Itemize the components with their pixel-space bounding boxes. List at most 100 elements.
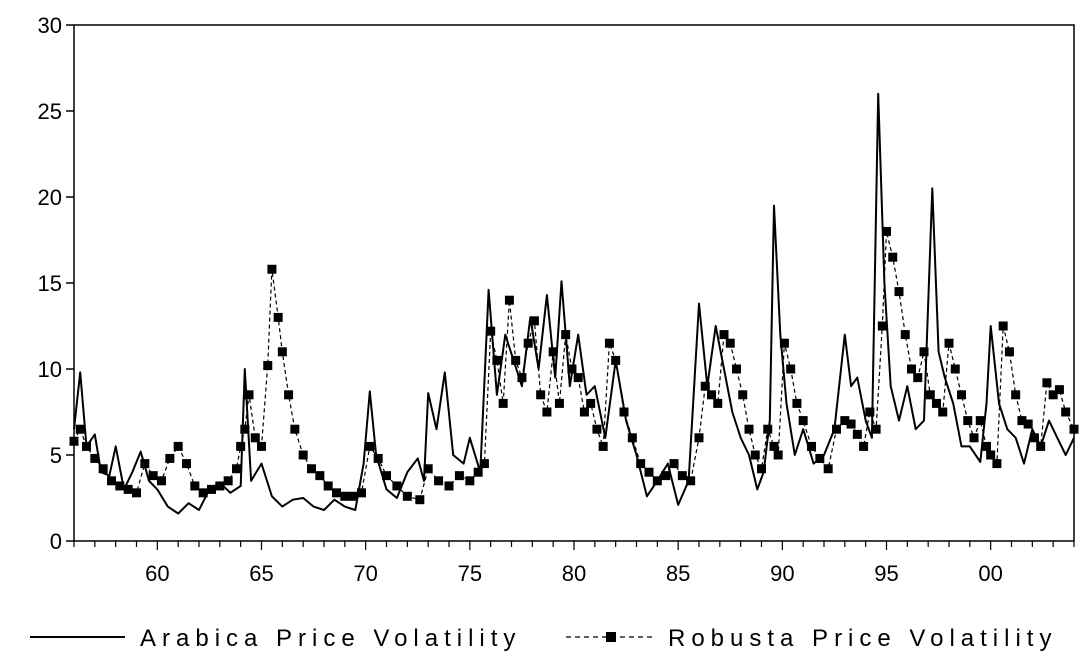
robusta-data-point — [611, 355, 621, 365]
robusta-data-point — [165, 453, 175, 463]
robusta-data-point — [382, 471, 391, 481]
robusta-data-point — [434, 476, 444, 486]
robusta-data-point — [554, 398, 564, 408]
robusta-data-point — [757, 464, 766, 474]
x-axis: 60 65 70 75 80 85 90 95 00 — [73, 541, 1075, 586]
robusta-data-point — [548, 347, 558, 357]
robusta-data-point — [744, 424, 754, 434]
robusta-data-point — [98, 464, 108, 474]
robusta-data-point — [340, 491, 350, 501]
robusta-data-point — [473, 467, 483, 477]
robusta-data-point — [846, 419, 856, 429]
robusta-data-point — [1017, 416, 1027, 426]
robusta-data-point — [267, 264, 277, 274]
robusta-data-point — [69, 436, 79, 446]
robusta-data-point — [877, 321, 887, 331]
robusta-data-point — [604, 338, 614, 348]
robusta-data-point — [284, 390, 294, 400]
robusta-data-point — [586, 398, 596, 408]
y-tick-label: 20 — [38, 185, 62, 210]
robusta-data-point — [244, 390, 254, 400]
robusta-data-point — [807, 441, 816, 451]
robusta-data-point — [815, 453, 825, 463]
robusta-data-point — [323, 481, 333, 491]
robusta-data-point — [871, 424, 881, 434]
robusta-data-point — [511, 355, 521, 365]
legend-label-arabica: Arabica Price Volatility — [140, 625, 521, 652]
robusta-data-point — [115, 481, 125, 491]
robusta-data-point — [975, 416, 985, 426]
robusta-data-point — [157, 476, 166, 486]
robusta-data-point — [236, 441, 246, 451]
robusta-data-point — [90, 453, 100, 463]
x-tick-label: 80 — [562, 561, 586, 586]
robusta-data-point — [277, 347, 287, 357]
arabica-series-line — [73, 92, 1075, 515]
y-tick-label: 30 — [38, 13, 62, 38]
robusta-data-point — [627, 433, 637, 443]
robusta-data-point — [957, 390, 966, 400]
robusta-data-point — [686, 476, 696, 486]
robusta-data-point — [652, 476, 662, 486]
robusta-data-point — [232, 464, 241, 474]
robusta-data-point — [763, 424, 773, 434]
robusta-data-point — [402, 491, 412, 501]
robusta-data-point — [661, 471, 671, 481]
robusta-data-point — [298, 450, 308, 460]
robusta-data-point — [1048, 390, 1058, 400]
robusta-data-point — [207, 484, 216, 494]
legend-marker-robusta — [606, 632, 616, 642]
plot-area-frame — [73, 24, 1075, 542]
robusta-data-point — [986, 450, 996, 460]
robusta-data-point — [517, 373, 527, 383]
robusta-data-point — [257, 441, 266, 451]
robusta-data-point — [798, 416, 808, 426]
robusta-data-point — [707, 390, 716, 400]
robusta-data-point — [840, 416, 850, 426]
robusta-data-point — [357, 488, 366, 498]
robusta-data-point — [644, 467, 654, 477]
robusta-data-point — [198, 488, 208, 498]
x-tick-label: 70 — [353, 561, 377, 586]
robusta-data-point — [561, 330, 571, 340]
robusta-data-point — [332, 488, 341, 498]
robusta-data-point — [250, 433, 260, 443]
robusta-data-point — [894, 287, 904, 297]
robusta-data-point — [779, 338, 789, 348]
y-axis: 0 5 10 15 20 25 30 — [38, 13, 74, 554]
robusta-data-point — [536, 390, 546, 400]
robusta-data-point — [944, 338, 954, 348]
robusta-data-point — [738, 390, 748, 400]
robusta-data-point — [636, 459, 646, 469]
robusta-data-point — [852, 429, 862, 439]
robusta-data-point — [1054, 385, 1064, 395]
robusta-data-point — [107, 476, 116, 486]
robusta-data-point — [998, 321, 1008, 331]
y-tick-label: 15 — [38, 271, 62, 296]
robusta-data-point — [392, 481, 402, 491]
legend-label-robusta: Robusta Price Volatility — [668, 625, 1057, 652]
robusta-data-point — [444, 481, 454, 491]
robusta-data-point — [148, 471, 158, 481]
x-tick-label: 60 — [145, 561, 169, 586]
robusta-data-point — [669, 459, 679, 469]
robusta-data-point — [882, 226, 891, 236]
robusta-data-point — [982, 441, 991, 451]
robusta-data-point — [1042, 378, 1052, 388]
y-tick-label: 0 — [50, 529, 62, 554]
robusta-data-point — [1069, 424, 1079, 434]
robusta-data-point — [542, 407, 552, 417]
robusta-data-point — [1011, 390, 1021, 400]
robusta-data-point — [423, 464, 433, 474]
robusta-data-point — [523, 338, 533, 348]
robusta-data-point — [732, 364, 741, 374]
y-tick-label: 25 — [38, 99, 62, 124]
robusta-data-point — [486, 326, 496, 336]
robusta-data-point — [465, 476, 475, 486]
robusta-data-point — [700, 381, 710, 391]
robusta-data-point — [573, 373, 583, 383]
robusta-data-point — [579, 407, 589, 417]
y-tick-label: 5 — [50, 443, 62, 468]
robusta-data-point — [479, 459, 489, 469]
